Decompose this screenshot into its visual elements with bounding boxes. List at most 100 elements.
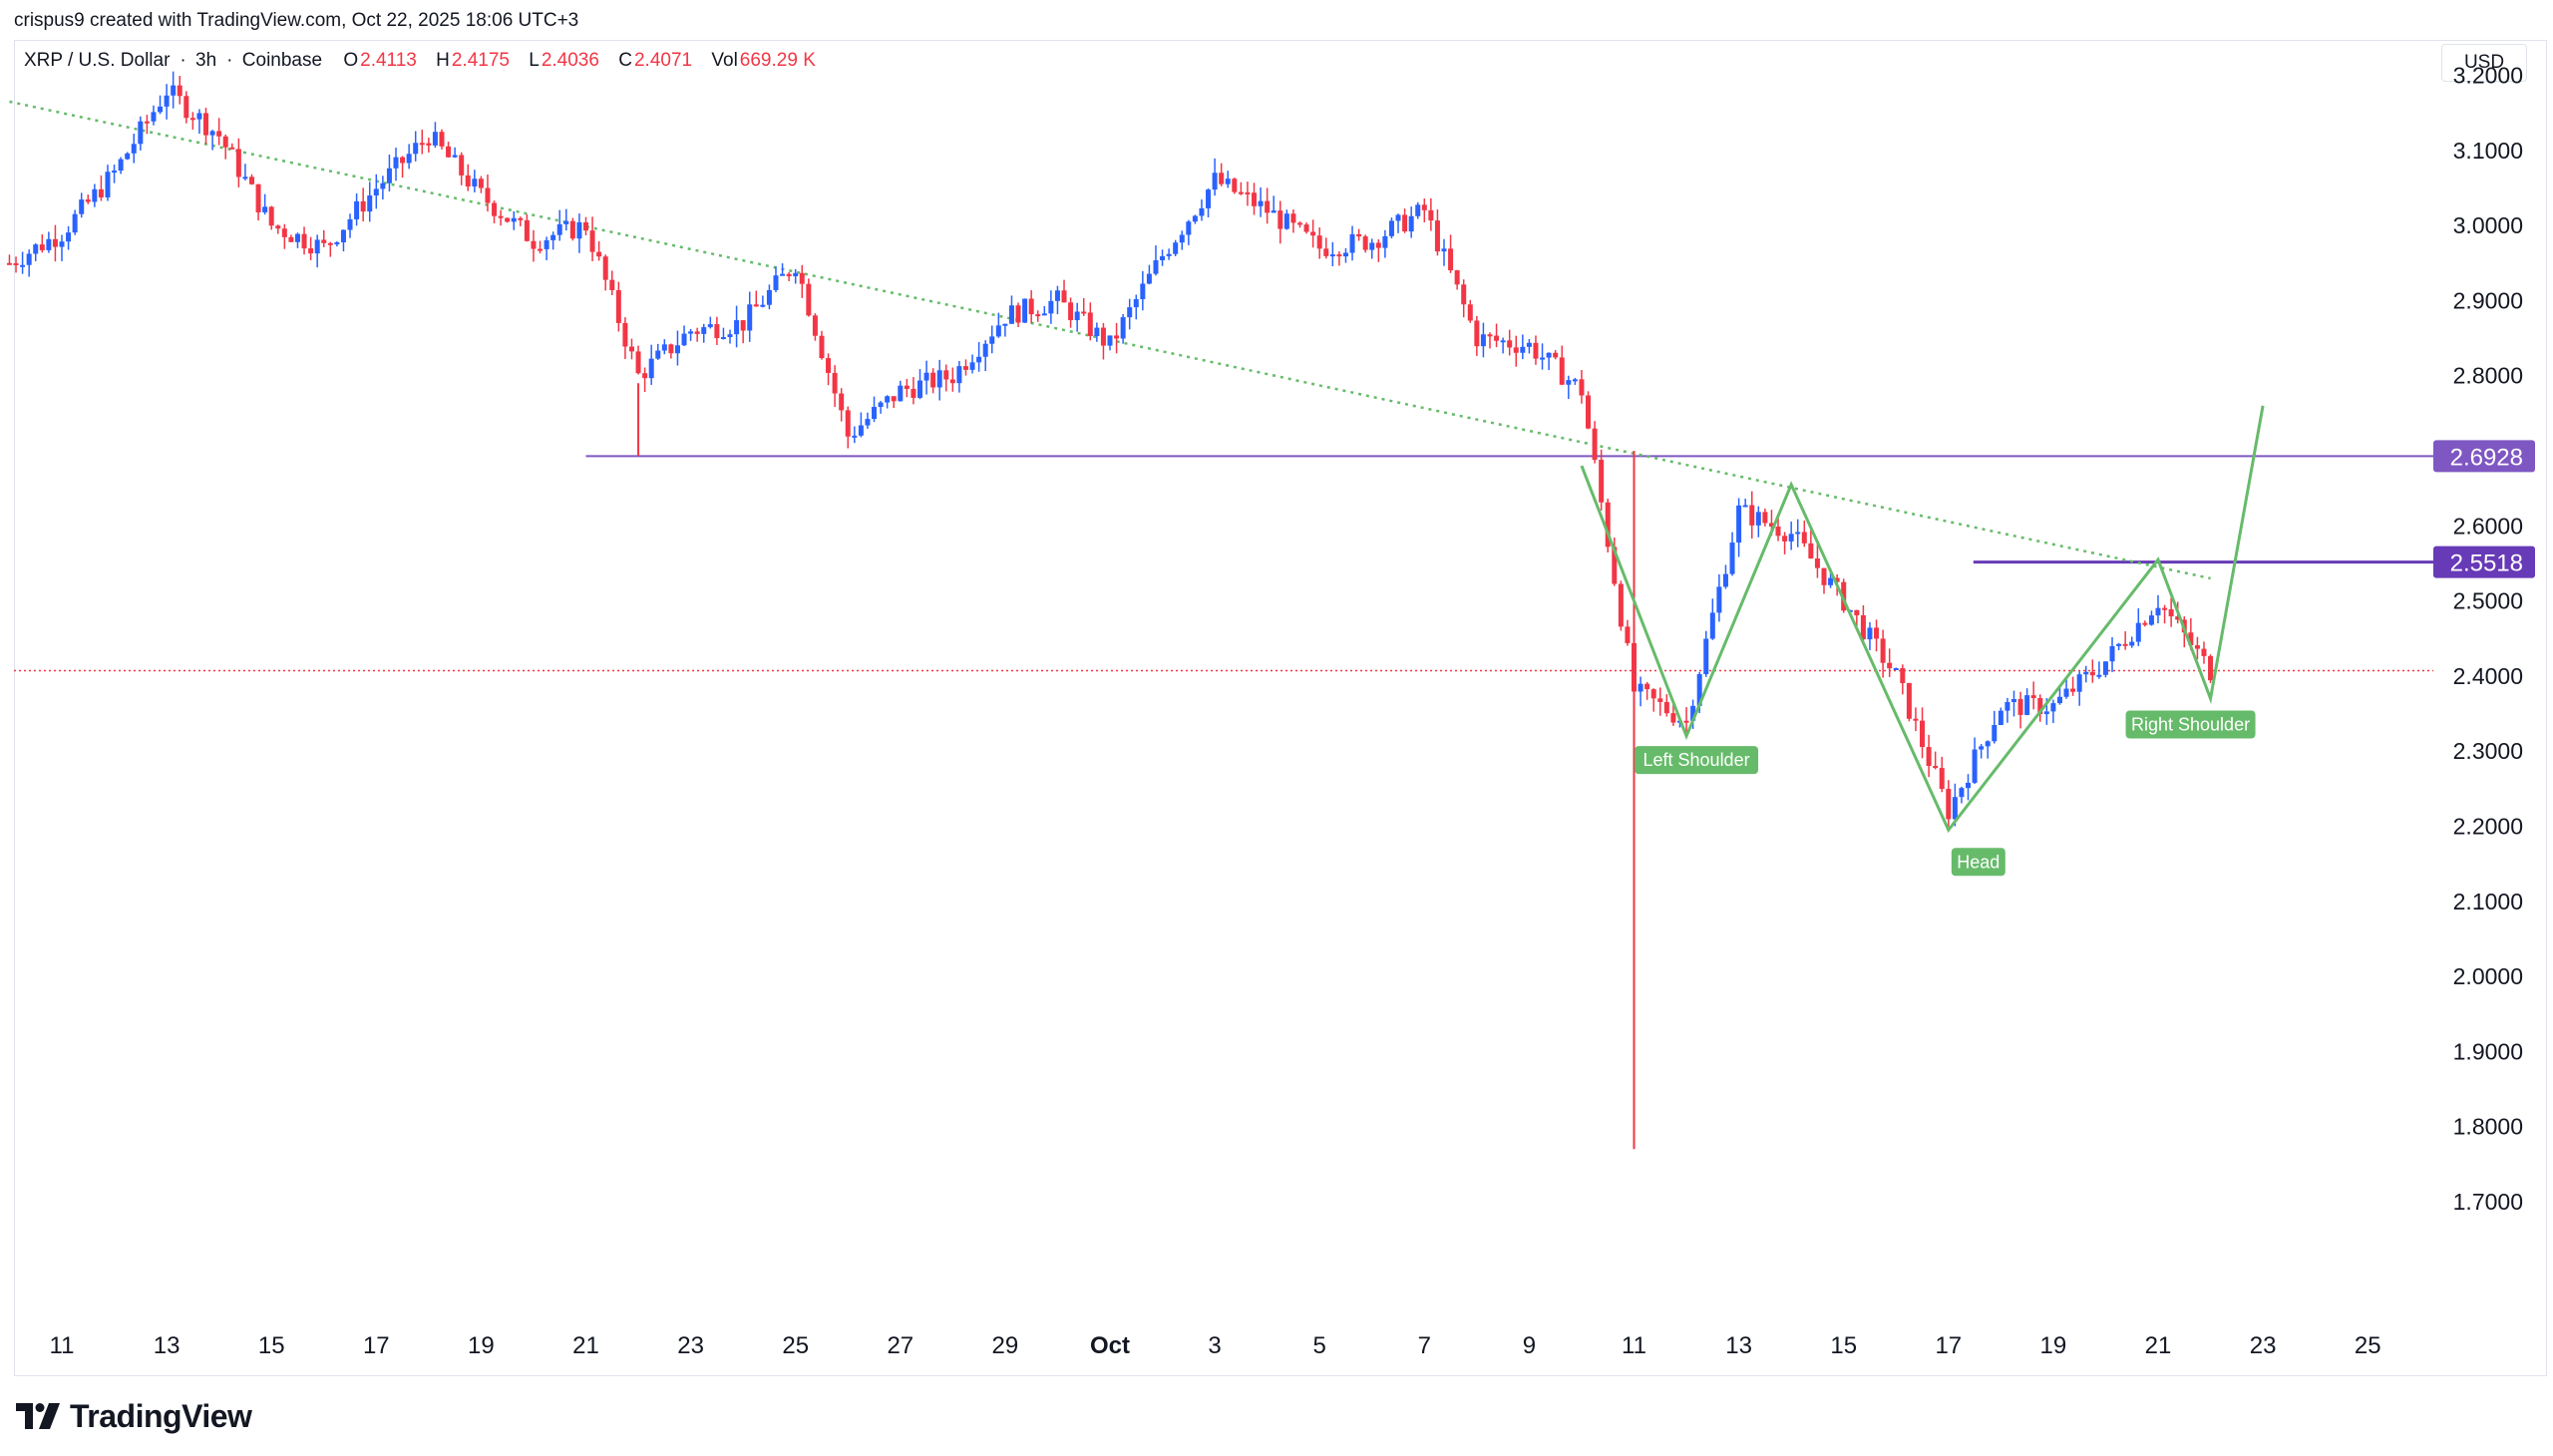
candle-body [413, 143, 419, 155]
candle-body [1323, 248, 1329, 256]
price-chart[interactable]: 1.7000 1.8000 1.9000 2.0000 2.1000 2.2000 2.30… [0, 0, 2553, 1396]
candle-body [1592, 428, 1598, 461]
candle-body [465, 175, 471, 186]
y-tick-label: 2.4000 [2453, 663, 2523, 689]
candle-body [144, 121, 150, 124]
candle-body [1913, 718, 1919, 721]
candle-body [1232, 179, 1238, 192]
candle-body [2116, 643, 2122, 646]
y-tick-label: 2.5000 [2453, 588, 2523, 614]
candle-body [1461, 284, 1467, 305]
candle-body [203, 113, 209, 136]
candle-body [655, 350, 661, 359]
symbol-name[interactable]: XRP / U.S. Dollar [24, 50, 171, 71]
candle-body [1788, 534, 1794, 542]
x-tick-label: 5 [1313, 1332, 1326, 1359]
candle-body [576, 221, 582, 239]
candle-body [1349, 233, 1355, 253]
candle-body [1893, 668, 1899, 671]
candle-body [1303, 224, 1309, 232]
candle-body [1670, 713, 1676, 723]
price-axis[interactable]: 1.7000 1.8000 1.9000 2.0000 2.1000 2.2000 2.30… [2453, 63, 2523, 1216]
candle-body [538, 248, 544, 251]
candle-body [1880, 638, 1886, 663]
candle-body [1572, 379, 1578, 382]
candle-body [720, 337, 726, 340]
price-tag [2433, 440, 2535, 473]
candle-body [1821, 567, 1827, 585]
candle-body [556, 223, 562, 235]
x-tick-label: 25 [782, 1332, 809, 1359]
x-tick-label: 25 [2355, 1332, 2381, 1359]
candle-body [2076, 674, 2082, 692]
candle-body [98, 188, 104, 197]
candle-body [505, 217, 511, 222]
candle-body [1206, 189, 1212, 208]
candle-body [747, 304, 753, 331]
candle-body [66, 232, 72, 242]
candle-body [969, 362, 975, 370]
candle-body [819, 335, 825, 359]
candle-body [1579, 379, 1585, 396]
candle-body [518, 217, 524, 220]
candle-body [1801, 532, 1807, 544]
candle-body [439, 132, 445, 147]
candle-body [1028, 298, 1034, 315]
candle-body [1153, 260, 1159, 274]
candle-body [1985, 741, 1991, 747]
candle-body [1586, 395, 1592, 429]
candle-body [2142, 622, 2148, 625]
candle-body [1388, 220, 1394, 236]
candle-body [1362, 236, 1368, 250]
candle-body [2070, 688, 2076, 692]
candle-body [832, 372, 838, 394]
candle-body [151, 112, 157, 122]
y-tick-label: 3.2000 [2453, 63, 2523, 89]
candle-body [531, 240, 537, 249]
candle-body [314, 239, 320, 254]
candle-body [799, 272, 805, 284]
candle-body [373, 188, 379, 196]
candle-body [1041, 313, 1047, 316]
price-unit-button[interactable]: USD [2441, 44, 2527, 82]
candle-body [393, 157, 399, 169]
candle-body [2089, 671, 2095, 676]
x-tick-label: 13 [1725, 1332, 1752, 1359]
candle-body [367, 195, 373, 212]
candle-body [1690, 705, 1696, 721]
candle-body [596, 251, 602, 257]
candle-body [622, 322, 628, 347]
candle-body [1638, 683, 1643, 692]
candle-body [1316, 235, 1322, 249]
candle-body [2109, 645, 2115, 662]
candle-body [1782, 536, 1788, 542]
interval[interactable]: 3h [195, 50, 217, 71]
candle-body [1166, 253, 1172, 256]
candle-body [118, 159, 124, 172]
candle-body [242, 177, 248, 180]
candle-body [1336, 254, 1342, 257]
candle-body [1448, 248, 1454, 271]
candle-body [72, 213, 78, 233]
candle-body [1022, 298, 1028, 323]
candle-body [995, 325, 1001, 337]
candle-body [694, 331, 700, 334]
candle-body [1599, 460, 1605, 503]
pattern-label-head: Head [1951, 848, 2006, 877]
candle-body [1421, 204, 1427, 210]
candle-body [1342, 252, 1348, 257]
candle-body [39, 244, 45, 250]
candle-body [1212, 173, 1218, 190]
candle-body [419, 143, 425, 146]
candle-body [1716, 586, 1722, 613]
candle-body [839, 393, 845, 411]
volume-value: 669.29 K [739, 50, 816, 71]
time-axis[interactable]: 11 13 15 17 19 21 23 25 27 29 Oct 3 5 7 9 11 13 15 17 19 21 2… [50, 1332, 2381, 1359]
candle-body [2201, 648, 2207, 656]
candle-body [1644, 683, 1650, 690]
candle-body [1768, 523, 1774, 528]
candle-body [923, 372, 929, 381]
candle-body [216, 131, 222, 137]
tradingview-logo[interactable]: TradingView [16, 1396, 252, 1436]
candle-body [1814, 558, 1820, 568]
